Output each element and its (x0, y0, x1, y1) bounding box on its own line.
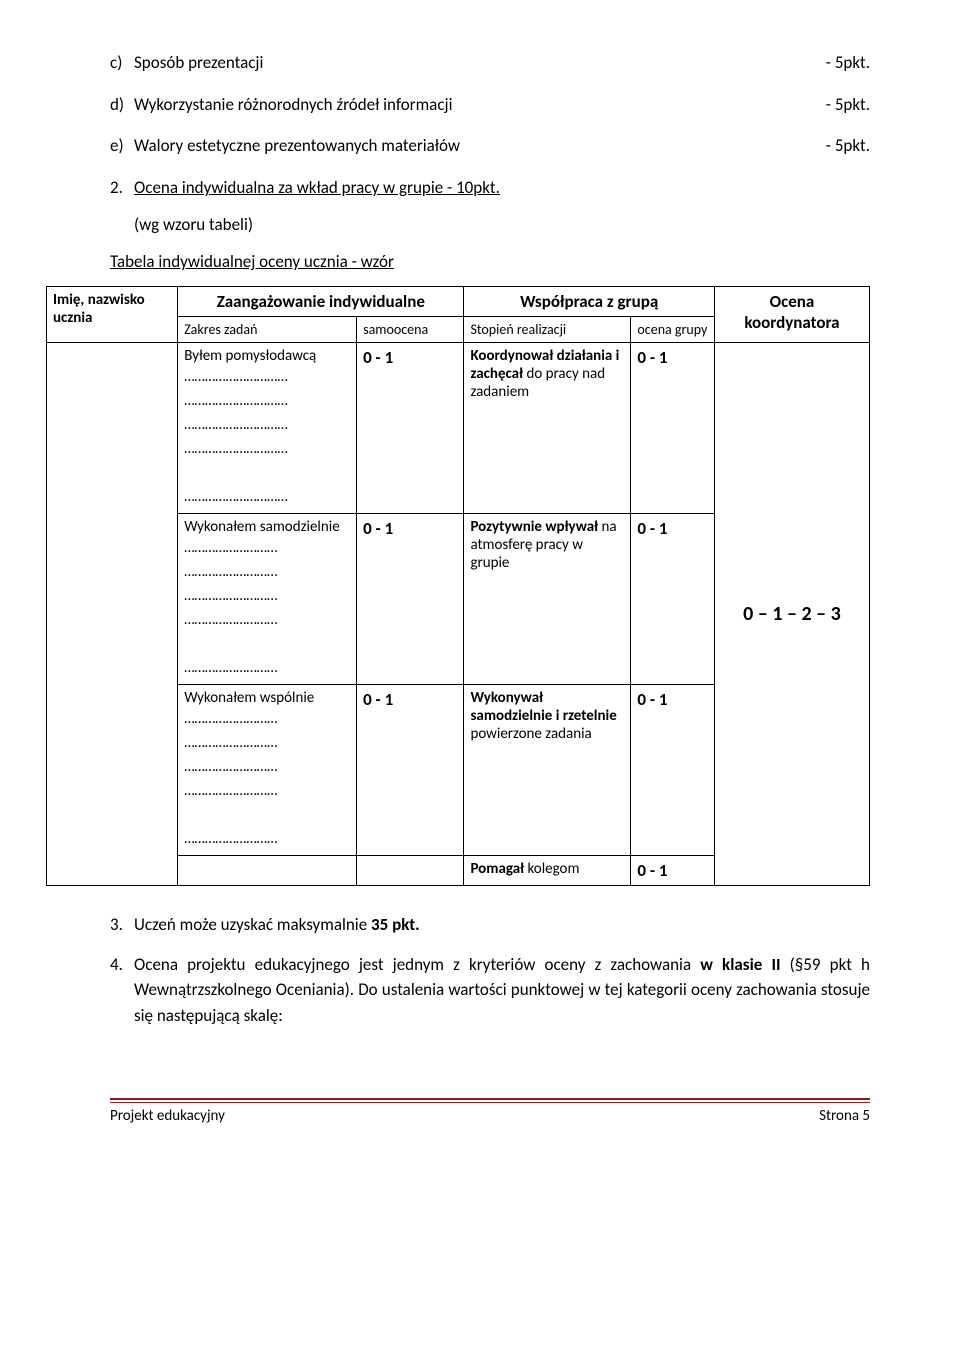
list-marker: 4. (110, 952, 134, 1029)
footer-right: Strona 5 (819, 1107, 870, 1125)
footer: Projekt edukacyjny Strona 5 (110, 1098, 870, 1125)
group-score: 0 - 1 (631, 343, 714, 514)
item4-pre: Ocena projektu edukacyjnego jest jednym … (134, 954, 700, 975)
sub-group: ocena grupy (631, 317, 714, 343)
list-marker: 3. (110, 912, 134, 938)
student-cell (47, 343, 178, 886)
self-score: 0 - 1 (357, 343, 464, 514)
item4-bold: w klasie II (700, 954, 780, 975)
scope-lead: Byłem pomysłodawcą (184, 347, 316, 365)
scope-cell (178, 856, 357, 886)
list-item-d: d) Wykorzystanie różnorodnych źródeł inf… (110, 92, 870, 118)
item2-label: Ocena indywidualna za wkład pracy w grup… (134, 175, 870, 201)
sub-self: samoocena (357, 317, 464, 343)
list-item-c: c) Sposób prezentacji - 5pkt. (110, 50, 870, 76)
sub-scope: Zakres zadań (178, 317, 357, 343)
scope-cell: Byłem pomysłodawcą ………………………… …………………………… (178, 343, 357, 514)
table-row: Byłem pomysłodawcą ………………………… …………………………… (47, 343, 870, 514)
list-marker: e) (110, 133, 134, 159)
list-marker: c) (110, 50, 134, 76)
degree-cell: Pozytywnie wpływał na atmosferę pracy w … (464, 514, 631, 685)
list-points: - 5pkt. (826, 92, 870, 118)
degree-rest: kolegom (524, 860, 579, 878)
list-label: Walory estetyczne prezentowanych materia… (134, 133, 460, 159)
scope-cell: Wykonałem wspólnie ……………………… ……………………… …… (178, 685, 357, 856)
footer-rule-thick (110, 1098, 870, 1100)
list-points: - 5pkt. (826, 133, 870, 159)
degree-rest: powierzone zadania (470, 725, 591, 743)
self-score: 0 - 1 (357, 514, 464, 685)
self-score: 0 - 1 (357, 685, 464, 856)
coord-score: 0 – 1 – 2 – 3 (714, 343, 869, 886)
numbered-item-4: 4. Ocena projektu edukacyjnego jest jedn… (110, 952, 870, 1029)
list-marker: d) (110, 92, 134, 118)
scope-lead: Wykonałem wspólnie (184, 689, 314, 707)
dots: ………………………… ………………………… ………………………… …………………… (184, 365, 350, 509)
col-student: Imię, nazwisko ucznia (47, 287, 178, 343)
list-item-e: e) Walory estetyczne prezentowanych mate… (110, 133, 870, 159)
list-label: Sposób prezentacji (134, 50, 263, 76)
group-score: 0 - 1 (631, 514, 714, 685)
list-label: Wykorzystanie różnorodnych źródeł inform… (134, 92, 452, 118)
self-score (357, 856, 464, 886)
dots: ……………………… ……………………… ……………………… ……………………… … (184, 707, 350, 851)
table-title: Tabela indywidualnej oceny ucznia - wzór (110, 251, 870, 272)
list-marker: 2. (110, 175, 134, 201)
degree-bold: Pozytywnie wpływał (470, 518, 598, 536)
evaluation-table: Imię, nazwisko ucznia Zaangażowanie indy… (46, 286, 870, 886)
numbered-item-3: 3. Uczeń może uzyskać maksymalnie 35 pkt… (110, 912, 870, 938)
sub-degree: Stopień realizacji (464, 317, 631, 343)
page-content: c) Sposób prezentacji - 5pkt. d) Wykorzy… (0, 0, 960, 1155)
dots: ……………………… ……………………… ……………………… ……………………… … (184, 536, 350, 680)
degree-bold: Pomagał (470, 860, 524, 878)
degree-cell: Wykonywał samodzielnie i rzetelnie powie… (464, 685, 631, 856)
footer-left: Projekt edukacyjny (110, 1107, 225, 1125)
hdr-coord: Ocena koordynatora (714, 287, 869, 343)
hdr-coop: Współpraca z grupą (464, 287, 714, 317)
footer-rule-thin (110, 1102, 870, 1103)
degree-cell: Koordynował działania i zachęcał do prac… (464, 343, 631, 514)
group-score: 0 - 1 (631, 685, 714, 856)
hdr-engagement: Zaangażowanie indywidualne (178, 287, 464, 317)
degree-cell: Pomagał kolegom (464, 856, 631, 886)
table-header-row-1: Imię, nazwisko ucznia Zaangażowanie indy… (47, 287, 870, 317)
item3-pre: Uczeń może uzyskać maksymalnie (134, 914, 371, 935)
degree-bold: Wykonywał samodzielnie i rzetelnie (470, 689, 616, 725)
scope-cell: Wykonałem samodzielnie ……………………… …………………… (178, 514, 357, 685)
group-score: 0 - 1 (631, 856, 714, 886)
list-points: - 5pkt. (826, 50, 870, 76)
sub-note: (wg wzoru tabeli) (134, 214, 870, 235)
scope-lead: Wykonałem samodzielnie (184, 518, 339, 536)
numbered-item-2: 2. Ocena indywidualna za wkład pracy w g… (110, 175, 870, 201)
item3-bold: 35 pkt. (371, 914, 420, 935)
